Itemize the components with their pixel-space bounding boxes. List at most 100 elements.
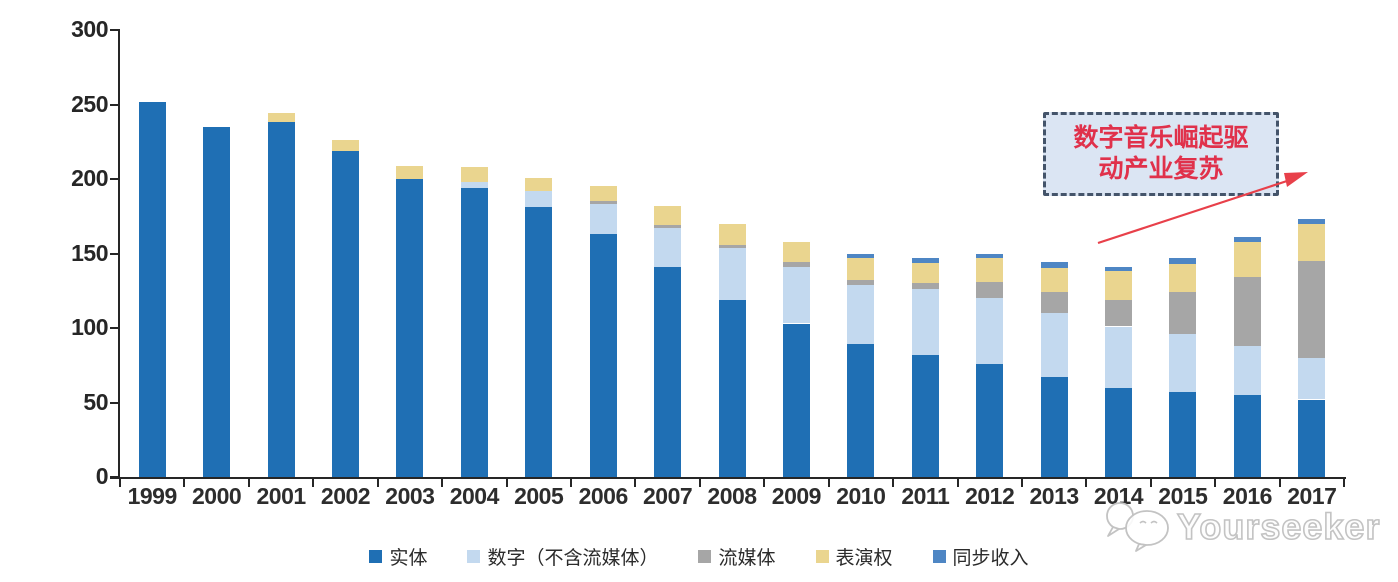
x-axis-category-label: 2006 (578, 483, 629, 509)
y-axis-tick-mark (110, 178, 118, 180)
bar-2003-segment (396, 179, 424, 477)
bar-2015-segment (1169, 392, 1197, 477)
bar-2012-segment (976, 253, 1004, 258)
bar-2017-segment (1298, 357, 1326, 400)
x-axis-tick-mark (183, 479, 186, 487)
annotation-callout-box: 数字音乐崛起驱 动产业复苏 (1043, 112, 1279, 196)
bar-2017-segment (1298, 260, 1326, 358)
bar-2005-segment (525, 177, 553, 191)
x-axis-tick-mark (247, 479, 250, 487)
bar-2017-segment (1298, 223, 1326, 261)
y-axis-tick-label: 200 (71, 164, 108, 191)
bar-2014-segment (1105, 299, 1132, 327)
y-axis-tick-label: 300 (71, 15, 108, 42)
bar-2010-segment (847, 280, 875, 285)
bar-2001-segment (267, 113, 295, 123)
legend-label: 表演权 (835, 548, 893, 569)
legend-swatch-icon (698, 550, 712, 563)
bar-2009-segment (782, 266, 810, 324)
legend-swatch-icon (369, 550, 383, 563)
x-axis-tick-mark (505, 479, 508, 487)
x-axis-tick-mark (312, 479, 315, 487)
x-axis-tick-mark (763, 479, 766, 487)
bar-2011-segment (911, 354, 939, 477)
legend-label: 实体 (389, 548, 428, 569)
x-axis-category-label: 2013 (1029, 483, 1080, 509)
legend-label: 流媒体 (718, 548, 776, 569)
x-axis-tick-mark (1214, 479, 1217, 487)
y-axis-tick-mark (110, 103, 118, 106)
bar-2013-segment (1040, 268, 1068, 293)
x-axis-tick-mark (698, 479, 701, 487)
x-axis-tick-mark (956, 479, 959, 487)
x-axis-category-label: 2011 (901, 483, 950, 509)
x-axis-line (110, 477, 1346, 479)
annotation-text-line1: 数字音乐崛起驱 (1073, 125, 1249, 152)
legend-label: 数字（不含流媒体） (487, 548, 659, 569)
x-axis-category-label: 2005 (514, 483, 564, 509)
bar-2004-segment (460, 187, 488, 477)
bar-2014-segment (1105, 326, 1132, 388)
bar-2006-segment (589, 201, 617, 205)
bar-2011-segment (911, 258, 939, 263)
watermark: Yourseeker (1103, 500, 1380, 552)
bar-2014-segment (1105, 266, 1132, 272)
x-axis-tick-mark (119, 479, 121, 487)
legend-item: 同步收入 (932, 543, 1029, 570)
bar-2012-segment (976, 281, 1004, 299)
y-axis-tick-label: 150 (71, 239, 108, 266)
x-axis-category-label: 2017 (1287, 483, 1337, 509)
bar-2014-segment (1105, 271, 1132, 300)
x-axis-category-label: 2012 (965, 483, 1015, 509)
bar-2015-segment (1169, 292, 1197, 334)
bar-2015-segment (1169, 334, 1197, 393)
bar-2005-segment (525, 207, 553, 477)
x-axis-category-label: 2015 (1158, 483, 1208, 509)
bar-1999-segment (138, 101, 166, 477)
bar-2012-segment (976, 363, 1004, 477)
legend-item: 数字（不含流媒体） (467, 543, 658, 570)
x-axis-category-label: 2008 (707, 483, 757, 509)
bar-2009-segment (782, 323, 810, 477)
y-axis-tick-mark (110, 401, 118, 404)
legend-swatch-icon (467, 550, 481, 563)
x-axis-tick-mark (569, 479, 572, 487)
bar-2006-segment (589, 234, 617, 477)
y-axis-tick-mark (110, 476, 118, 478)
bar-2008-segment (718, 299, 746, 477)
legend-item: 流媒体 (698, 543, 776, 570)
bar-2012-segment (976, 258, 1004, 282)
x-axis-category-label: 2000 (192, 483, 242, 509)
x-axis-category-label: 2016 (1222, 483, 1273, 509)
y-axis-tick-mark (110, 327, 118, 329)
bar-2015-segment (1169, 263, 1197, 293)
x-axis-tick-mark (1149, 479, 1152, 487)
x-axis-tick-mark (441, 479, 444, 487)
x-axis-tick-mark (1278, 479, 1281, 487)
x-axis-tick-mark (634, 479, 637, 487)
legend-swatch-icon (815, 550, 829, 563)
bar-2003-segment (396, 165, 424, 179)
bar-2014-segment (1105, 387, 1132, 477)
bar-2010-segment (847, 284, 875, 345)
bar-2016-segment (1233, 237, 1261, 242)
x-axis-tick-mark (827, 479, 830, 487)
bar-2000-segment (203, 126, 231, 477)
legend-item: 实体 (369, 543, 427, 570)
y-axis-tick-label: 50 (83, 388, 108, 415)
bar-2016-segment (1233, 395, 1261, 478)
x-axis-category-label: 2003 (385, 483, 435, 509)
x-axis-tick-mark (1085, 479, 1088, 487)
legend-label: 同步收入 (952, 548, 1029, 569)
x-axis-tick-mark (1343, 479, 1345, 487)
speech-bubbles-icon (1106, 502, 1169, 552)
bar-2008-segment (718, 223, 746, 245)
x-axis-tick-mark (376, 479, 379, 487)
bar-2012-segment (976, 298, 1004, 364)
bar-2006-segment (589, 204, 617, 235)
bar-2011-segment (911, 262, 939, 284)
bar-2004-segment (460, 182, 488, 188)
x-axis-category-label: 2009 (771, 483, 822, 509)
annotation-arrow-icon (1097, 172, 1308, 245)
